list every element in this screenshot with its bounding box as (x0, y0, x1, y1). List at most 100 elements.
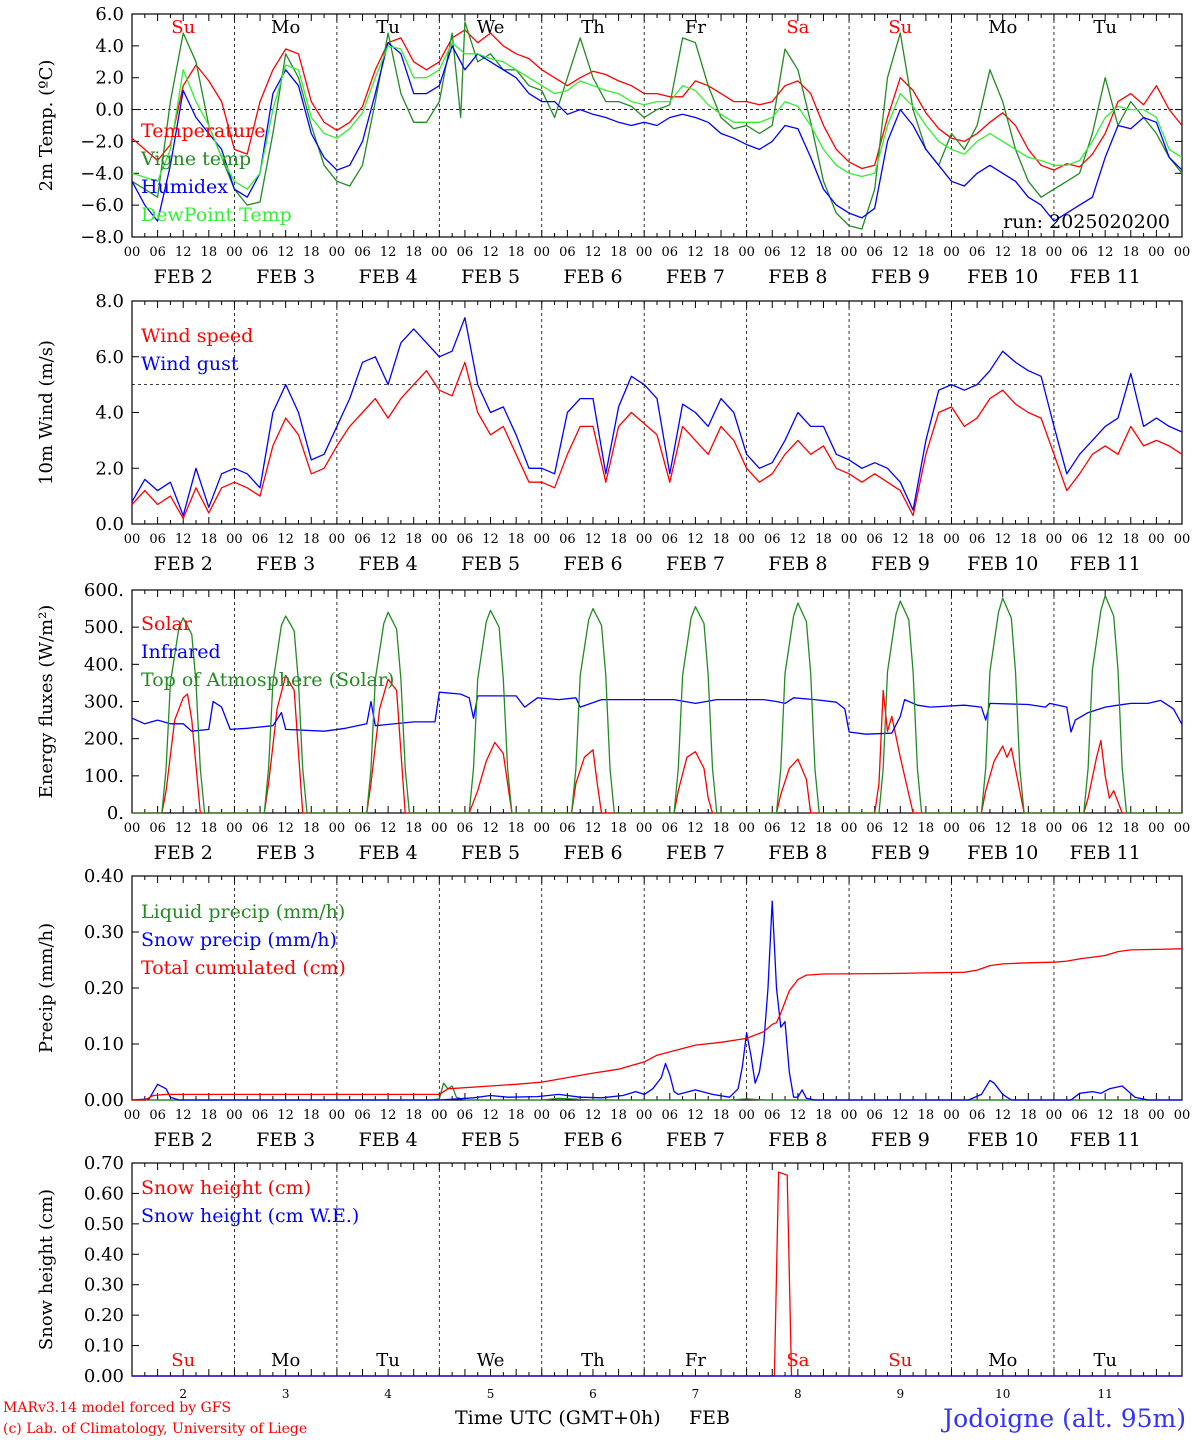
x-hour-label: 06 (1071, 1108, 1088, 1123)
x-hour-label: 00 (841, 532, 858, 547)
x-hour-label: 18 (1123, 532, 1140, 547)
x-hour-label: 00 (1174, 1108, 1191, 1123)
credit-line-1: MARv3.14 model forced by GFS (3, 1400, 231, 1416)
series-line-wind-speed (131, 361, 1183, 520)
x-axis-month: FEB (689, 1407, 730, 1429)
x-date-label: FEB 7 (666, 553, 725, 575)
x-hour-label: 12 (790, 532, 807, 547)
x-date-label: FEB 7 (666, 842, 725, 864)
x-hour-label: 00 (636, 1108, 653, 1123)
x-hour-label: 12 (175, 245, 192, 260)
x-hour-label: 18 (610, 821, 627, 836)
x-hour-label: 18 (405, 532, 422, 547)
x-date-label: FEB 10 (967, 842, 1038, 864)
weekday-label: Tu (1093, 17, 1117, 38)
weekday-label: Tu (376, 17, 400, 38)
x-hour-label: 18 (508, 245, 525, 260)
x-hour-label: 00 (738, 532, 755, 547)
x-hour-label: 12 (482, 1108, 499, 1123)
x-hour-label: 18 (1123, 245, 1140, 260)
weekday-label: Mo (271, 1350, 300, 1371)
x-date-label: FEB 6 (563, 842, 622, 864)
x-hour-label: 06 (866, 821, 883, 836)
x-hour-label: 00 (124, 245, 141, 260)
x-date-label: FEB 11 (1070, 266, 1141, 288)
x-hour-label: 00 (329, 821, 346, 836)
x-date-label: FEB 5 (461, 553, 520, 575)
series-line-solar (132, 674, 1182, 814)
x-hour-label: 18 (815, 532, 832, 547)
legend-entry: Vigne temp (140, 148, 251, 170)
y-tick-label: 0.30 (84, 1275, 124, 1296)
x-hour-label: 12 (175, 821, 192, 836)
legend-entry: Temperature (141, 120, 265, 142)
weekday-label: Su (171, 17, 195, 38)
x-hour-label: 18 (1020, 245, 1037, 260)
x-hour-label: 00 (226, 821, 243, 836)
x-hour-label: 18 (1123, 1108, 1140, 1123)
x-hour-label: 18 (1020, 821, 1037, 836)
x-hour-label: 06 (149, 532, 166, 547)
x-hour-label: 06 (149, 1108, 166, 1123)
x-day-number: 6 (589, 1387, 597, 1401)
x-hour-label: 06 (662, 1108, 679, 1123)
series-line-humidex (131, 42, 1183, 222)
x-hour-label: 00 (431, 245, 448, 260)
x-date-label: FEB 3 (256, 842, 315, 864)
panel-1: −8.0 −6.0 −4.0 −2.0 0.0 2.0 4.0 6.0 2m Temp. (ºC… (36, 4, 1190, 288)
x-hour-label: 18 (201, 532, 218, 547)
x-hour-label: 00 (226, 532, 243, 547)
weekday-label: Su (171, 1350, 195, 1371)
x-date-label: FEB 8 (768, 553, 827, 575)
x-hour-label: 00 (943, 245, 960, 260)
x-hour-label: 00 (124, 532, 141, 547)
weekday-label: We (477, 17, 505, 38)
y-tick-label: 0.70 (84, 1153, 124, 1174)
x-hour-label: 12 (892, 1108, 909, 1123)
x-hour-label: 18 (713, 1108, 730, 1123)
x-hour-label: 00 (431, 821, 448, 836)
x-hour-label: 06 (354, 532, 371, 547)
x-hour-label: 06 (354, 821, 371, 836)
x-hour-label: 18 (405, 245, 422, 260)
x-hour-label: 06 (764, 821, 781, 836)
x-hour-label: 12 (277, 532, 294, 547)
panel-3: 0. 100. 200. 300. 400. 500. 600. Energy fluxes … (36, 580, 1190, 864)
series-line-dewpoint-temp (131, 42, 1183, 190)
x-hour-label: 18 (815, 821, 832, 836)
x-date-label: FEB 11 (1070, 842, 1141, 864)
legend-entry: Snow precip (mm/h) (141, 929, 337, 951)
x-hour-label: 06 (149, 821, 166, 836)
series-line-vigne-temp (131, 21, 1183, 230)
x-hour-label: 18 (713, 245, 730, 260)
y-tick-label: −6.0 (80, 195, 124, 216)
weekday-label: Sa (786, 1350, 809, 1371)
legend-entry: Infrared (141, 641, 221, 663)
x-hour-label: 18 (303, 532, 320, 547)
x-hour-label: 00 (431, 532, 448, 547)
x-date-label: FEB 5 (461, 266, 520, 288)
x-hour-label: 12 (1097, 245, 1114, 260)
y-tick-label: 0.10 (84, 1336, 124, 1357)
x-hour-label: 06 (969, 532, 986, 547)
weekday-label: Th (581, 17, 605, 38)
weekday-label: Sa (786, 17, 809, 38)
x-hour-label: 00 (841, 245, 858, 260)
x-hour-label: 12 (380, 532, 397, 547)
x-hour-label: 12 (687, 532, 704, 547)
x-date-label: FEB 4 (359, 553, 418, 575)
x-hour-label: 00 (841, 1108, 858, 1123)
x-hour-label: 12 (175, 532, 192, 547)
x-date-label: FEB 7 (666, 1129, 725, 1151)
y-tick-label: 500. (84, 617, 124, 638)
y-tick-label: 0. (107, 803, 124, 824)
x-date-label: FEB 9 (871, 842, 930, 864)
x-hour-label: 12 (892, 245, 909, 260)
x-hour-label: 18 (713, 821, 730, 836)
y-tick-label: 2.0 (95, 458, 124, 479)
x-hour-label: 12 (380, 1108, 397, 1123)
x-hour-label: 18 (1123, 821, 1140, 836)
x-hour-label: 12 (482, 245, 499, 260)
x-hour-label: 06 (662, 245, 679, 260)
x-hour-label: 06 (1071, 245, 1088, 260)
